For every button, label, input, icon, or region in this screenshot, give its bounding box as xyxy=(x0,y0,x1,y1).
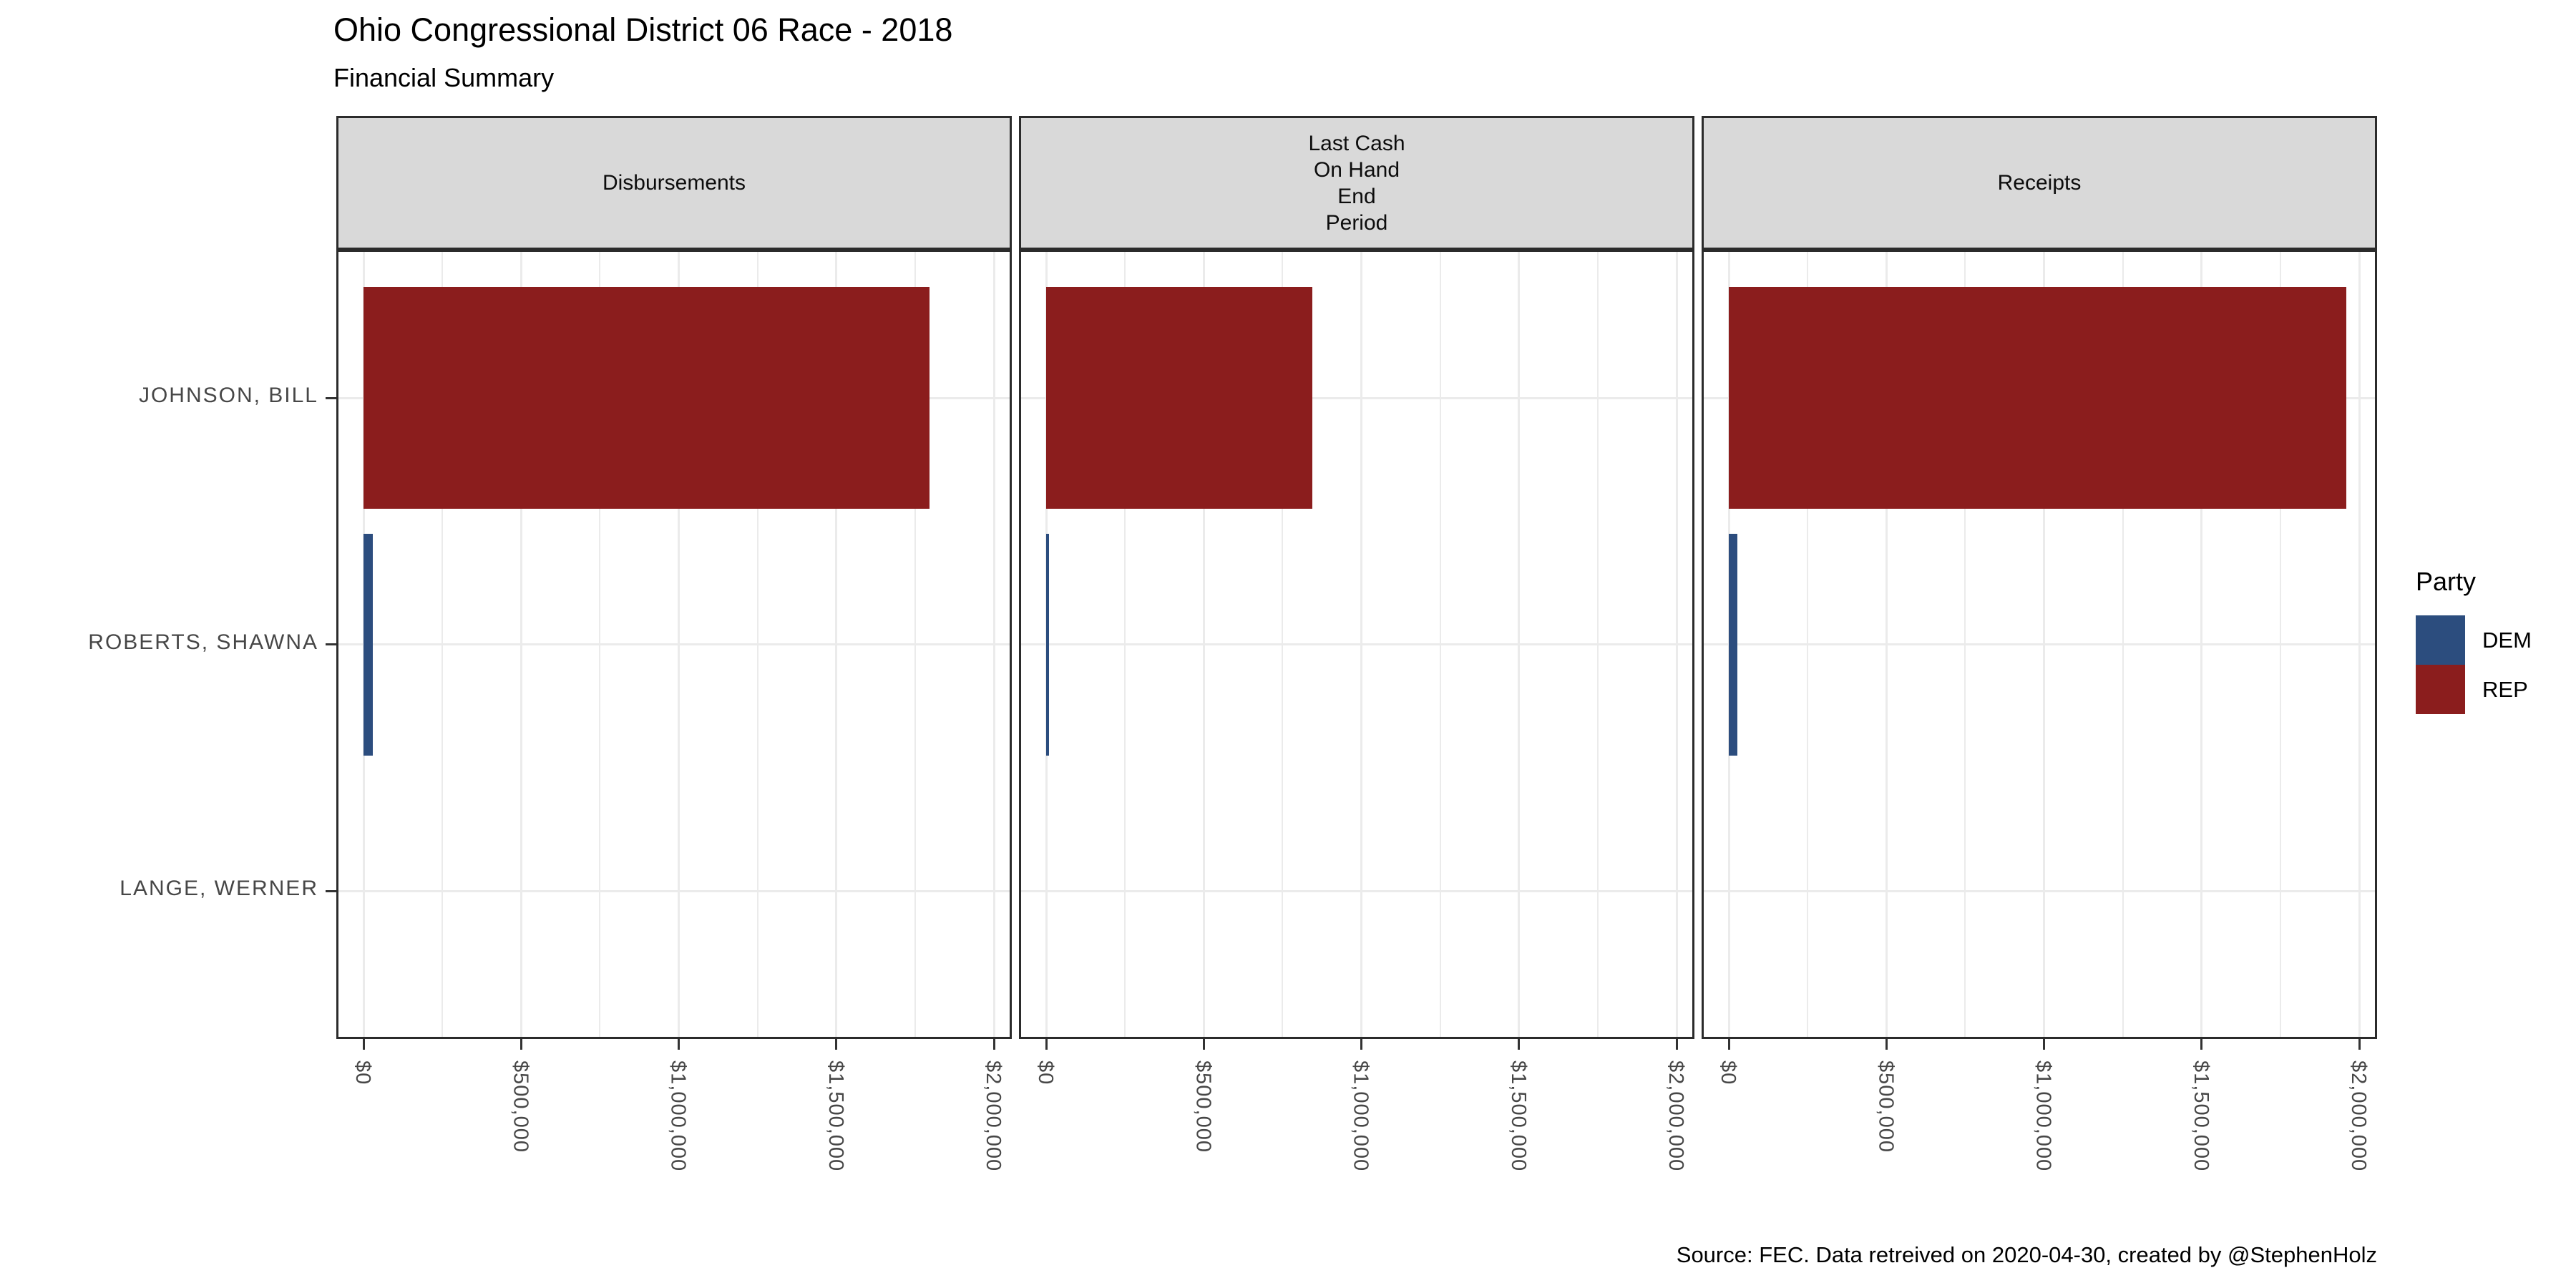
y-tick-label-roberts-shawna: ROBERTS, SHAWNA xyxy=(88,630,318,654)
chart-subtitle: Financial Summary xyxy=(333,63,555,92)
bar-johnson-bill xyxy=(1046,287,1313,509)
legend-title: Party xyxy=(2416,567,2477,596)
x-tick-label: $2,000,000 xyxy=(1664,1060,1687,1172)
facet-strip-last-cash-on-hand: Last Cash On Hand End Period xyxy=(1019,116,1694,250)
x-tick-mark xyxy=(362,1039,365,1050)
x-tick-label: $1,000,000 xyxy=(666,1060,690,1172)
legend-swatch-rep xyxy=(2416,665,2465,714)
x-tick-label: $2,000,000 xyxy=(2347,1060,2370,1172)
facet-panel xyxy=(336,250,1012,1039)
x-tick-label: $1,500,000 xyxy=(2189,1060,2212,1172)
facet-panel xyxy=(1019,250,1694,1039)
major-gridline xyxy=(1702,889,2377,892)
major-gridline xyxy=(336,889,1012,892)
y-tick-label-johnson-bill: JOHNSON, BILL xyxy=(138,384,318,407)
bar-johnson-bill xyxy=(1729,287,2347,509)
x-tick-mark xyxy=(1727,1039,1730,1050)
facet-panel-border xyxy=(1019,250,1694,1039)
y-tick-mark xyxy=(326,889,336,892)
facet-panel-border xyxy=(336,250,1012,1039)
major-gridline xyxy=(1702,643,2377,645)
facet-strip-label: Disbursements xyxy=(602,171,746,195)
major-gridline xyxy=(1019,643,1694,645)
x-tick-mark xyxy=(1045,1039,1048,1050)
x-tick-label: $500,000 xyxy=(1874,1060,1898,1153)
major-gridline xyxy=(1019,889,1694,892)
facet-strip-receipts: Receipts xyxy=(1702,116,2377,250)
legend-entry-rep: REP xyxy=(2416,665,2532,714)
facet-panel xyxy=(1702,250,2377,1039)
caption: Source: FEC. Data retreived on 2020-04-3… xyxy=(1676,1242,2377,1267)
x-tick-label: $1,500,000 xyxy=(824,1060,847,1172)
bar-roberts-shawna xyxy=(1046,533,1049,756)
x-tick-label: $2,000,000 xyxy=(982,1060,1005,1172)
x-tick-mark xyxy=(1675,1039,1678,1050)
x-tick-mark xyxy=(1202,1039,1205,1050)
x-tick-label: $0 xyxy=(351,1060,374,1085)
facet-strip-label: Receipts xyxy=(1997,171,2082,195)
bar-roberts-shawna xyxy=(364,533,373,756)
legend-label-dem: DEM xyxy=(2482,627,2532,653)
x-tick-mark xyxy=(678,1039,680,1050)
x-tick-label: $500,000 xyxy=(509,1060,532,1153)
y-tick-mark xyxy=(326,643,336,645)
x-tick-mark xyxy=(992,1039,995,1050)
x-tick-label: $0 xyxy=(1034,1060,1057,1085)
legend: Party DEM REP xyxy=(2416,567,2532,714)
y-tick-mark xyxy=(326,396,336,399)
bar-johnson-bill xyxy=(364,287,930,509)
chart-title: Ohio Congressional District 06 Race - 20… xyxy=(333,11,953,48)
facet-panel-border xyxy=(1702,250,2377,1039)
x-tick-mark xyxy=(2358,1039,2361,1050)
x-tick-label: $1,000,000 xyxy=(1349,1060,1372,1172)
x-tick-mark xyxy=(2200,1039,2203,1050)
bar-roberts-shawna xyxy=(1729,533,1737,756)
legend-label-rep: REP xyxy=(2482,676,2528,702)
y-tick-label-lange-werner: LANGE, WERNER xyxy=(119,877,318,900)
legend-entry-dem: DEM xyxy=(2416,615,2532,665)
x-tick-mark xyxy=(1518,1039,1521,1050)
x-tick-label: $1,000,000 xyxy=(2031,1060,2055,1172)
major-gridline xyxy=(1019,396,1694,399)
x-tick-mark xyxy=(835,1039,838,1050)
x-tick-label: $0 xyxy=(1717,1060,1740,1085)
x-tick-mark xyxy=(1360,1039,1362,1050)
x-tick-label: $500,000 xyxy=(1191,1060,1215,1153)
legend-swatch-dem xyxy=(2416,615,2465,665)
x-tick-mark xyxy=(519,1039,522,1050)
x-tick-mark xyxy=(1885,1039,1888,1050)
facet-strip-label: Last Cash On Hand End Period xyxy=(1308,131,1405,235)
x-tick-label: $1,500,000 xyxy=(1506,1060,1530,1172)
x-tick-mark xyxy=(2043,1039,2045,1050)
major-gridline xyxy=(336,643,1012,645)
facet-strip-disbursements: Disbursements xyxy=(336,116,1012,250)
